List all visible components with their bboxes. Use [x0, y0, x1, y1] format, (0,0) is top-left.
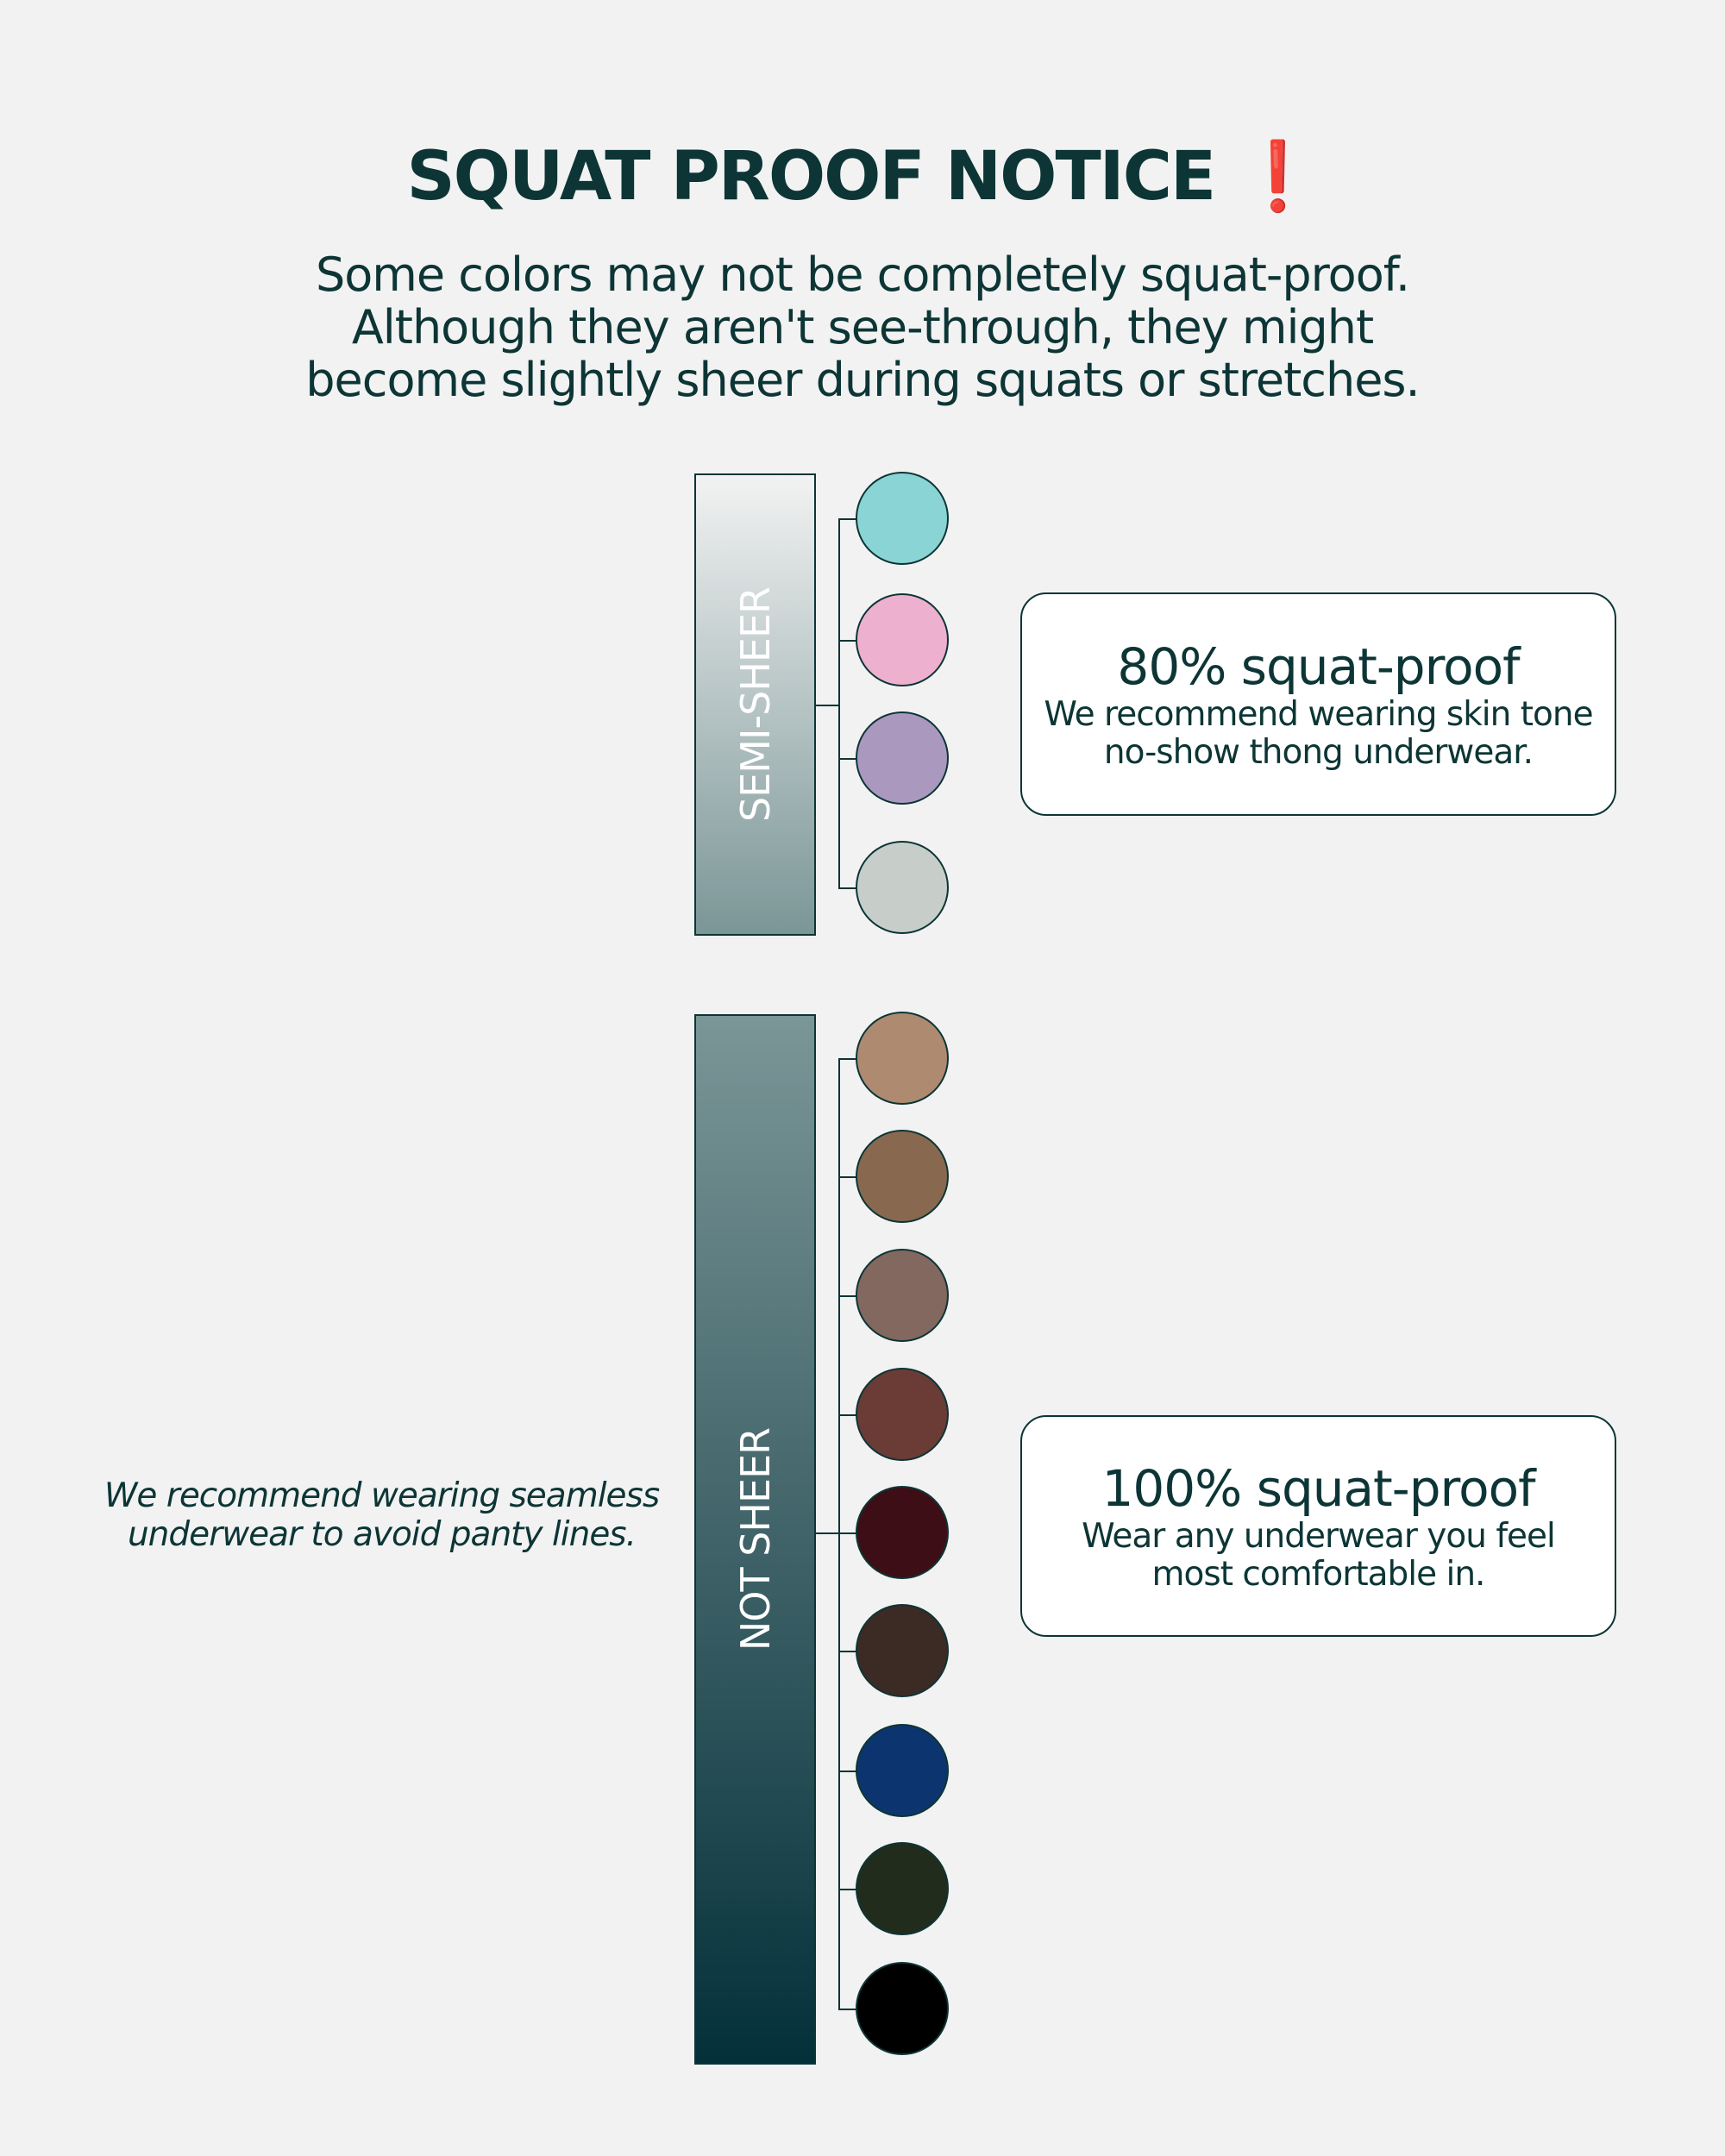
box-heading: 100% squat-proof [1101, 1458, 1535, 1518]
semi-sheer-info-box: 80% squat-proof We recommend wearing ski… [1020, 592, 1616, 816]
color-swatch [856, 1012, 949, 1105]
box-text: We recommend wearing skin tone [1044, 694, 1593, 734]
bracket-tick [838, 1414, 857, 1416]
bracket-tick [838, 887, 857, 889]
bracket-tick [838, 2009, 857, 2010]
bracket-tick [838, 1532, 857, 1534]
bracket-tick [838, 640, 857, 642]
color-swatch [856, 711, 949, 805]
bracket-tick [838, 1889, 857, 1890]
box-text: no-show thong underwear. [1103, 732, 1534, 772]
underwear-note: We recommend wearing seamless underwear … [78, 1476, 686, 1554]
bracket-connector [816, 1532, 839, 1534]
bracket-tick [838, 1651, 857, 1652]
bracket-tick [838, 1058, 857, 1060]
color-swatch [856, 593, 949, 686]
box-text: Wear any underwear you feel [1082, 1516, 1556, 1556]
bracket-tick [838, 1295, 857, 1297]
subtitle-line: Although they aren't see-through, they m… [351, 300, 1374, 354]
bar-label: SEMI-SHEER [731, 587, 779, 822]
bracket-tick [838, 758, 857, 760]
box-heading: 80% squat-proof [1117, 636, 1520, 696]
color-swatch [856, 1249, 949, 1342]
title-text: SQUAT PROOF NOTICE [406, 138, 1217, 216]
not-sheer-bar: NOT SHEER [694, 1014, 816, 2065]
color-swatch [856, 1842, 949, 1935]
subtitle-line: Some colors may not be completely squat-… [315, 248, 1410, 302]
page-title: SQUAT PROOF NOTICE ❗ [0, 138, 1725, 216]
color-swatch [856, 1368, 949, 1461]
bracket-line [838, 1058, 840, 2010]
bar-label: NOT SHEER [731, 1427, 779, 1651]
color-swatch [856, 1604, 949, 1697]
color-swatch [856, 472, 949, 565]
box-text: most comfortable in. [1151, 1554, 1486, 1594]
exclamation-icon: ❗ [1236, 138, 1320, 216]
note-line: We recommend wearing seamless [104, 1476, 660, 1515]
color-swatch [856, 1962, 949, 2055]
bracket-tick [838, 518, 857, 520]
subtitle: Some colors may not be completely squat-… [0, 248, 1725, 406]
color-swatch [856, 1130, 949, 1223]
color-swatch [856, 1486, 949, 1579]
color-swatch [856, 841, 949, 934]
subtitle-line: become slightly sheer during squats or s… [305, 353, 1420, 407]
bracket-connector [816, 705, 839, 706]
note-line: underwear to avoid panty lines. [127, 1515, 637, 1554]
bracket-tick [838, 1176, 857, 1178]
not-sheer-info-box: 100% squat-proof Wear any underwear you … [1020, 1415, 1616, 1637]
color-swatch [856, 1724, 949, 1817]
semi-sheer-bar: SEMI-SHEER [694, 473, 816, 936]
bracket-tick [838, 1771, 857, 1772]
bracket-line [838, 518, 840, 889]
